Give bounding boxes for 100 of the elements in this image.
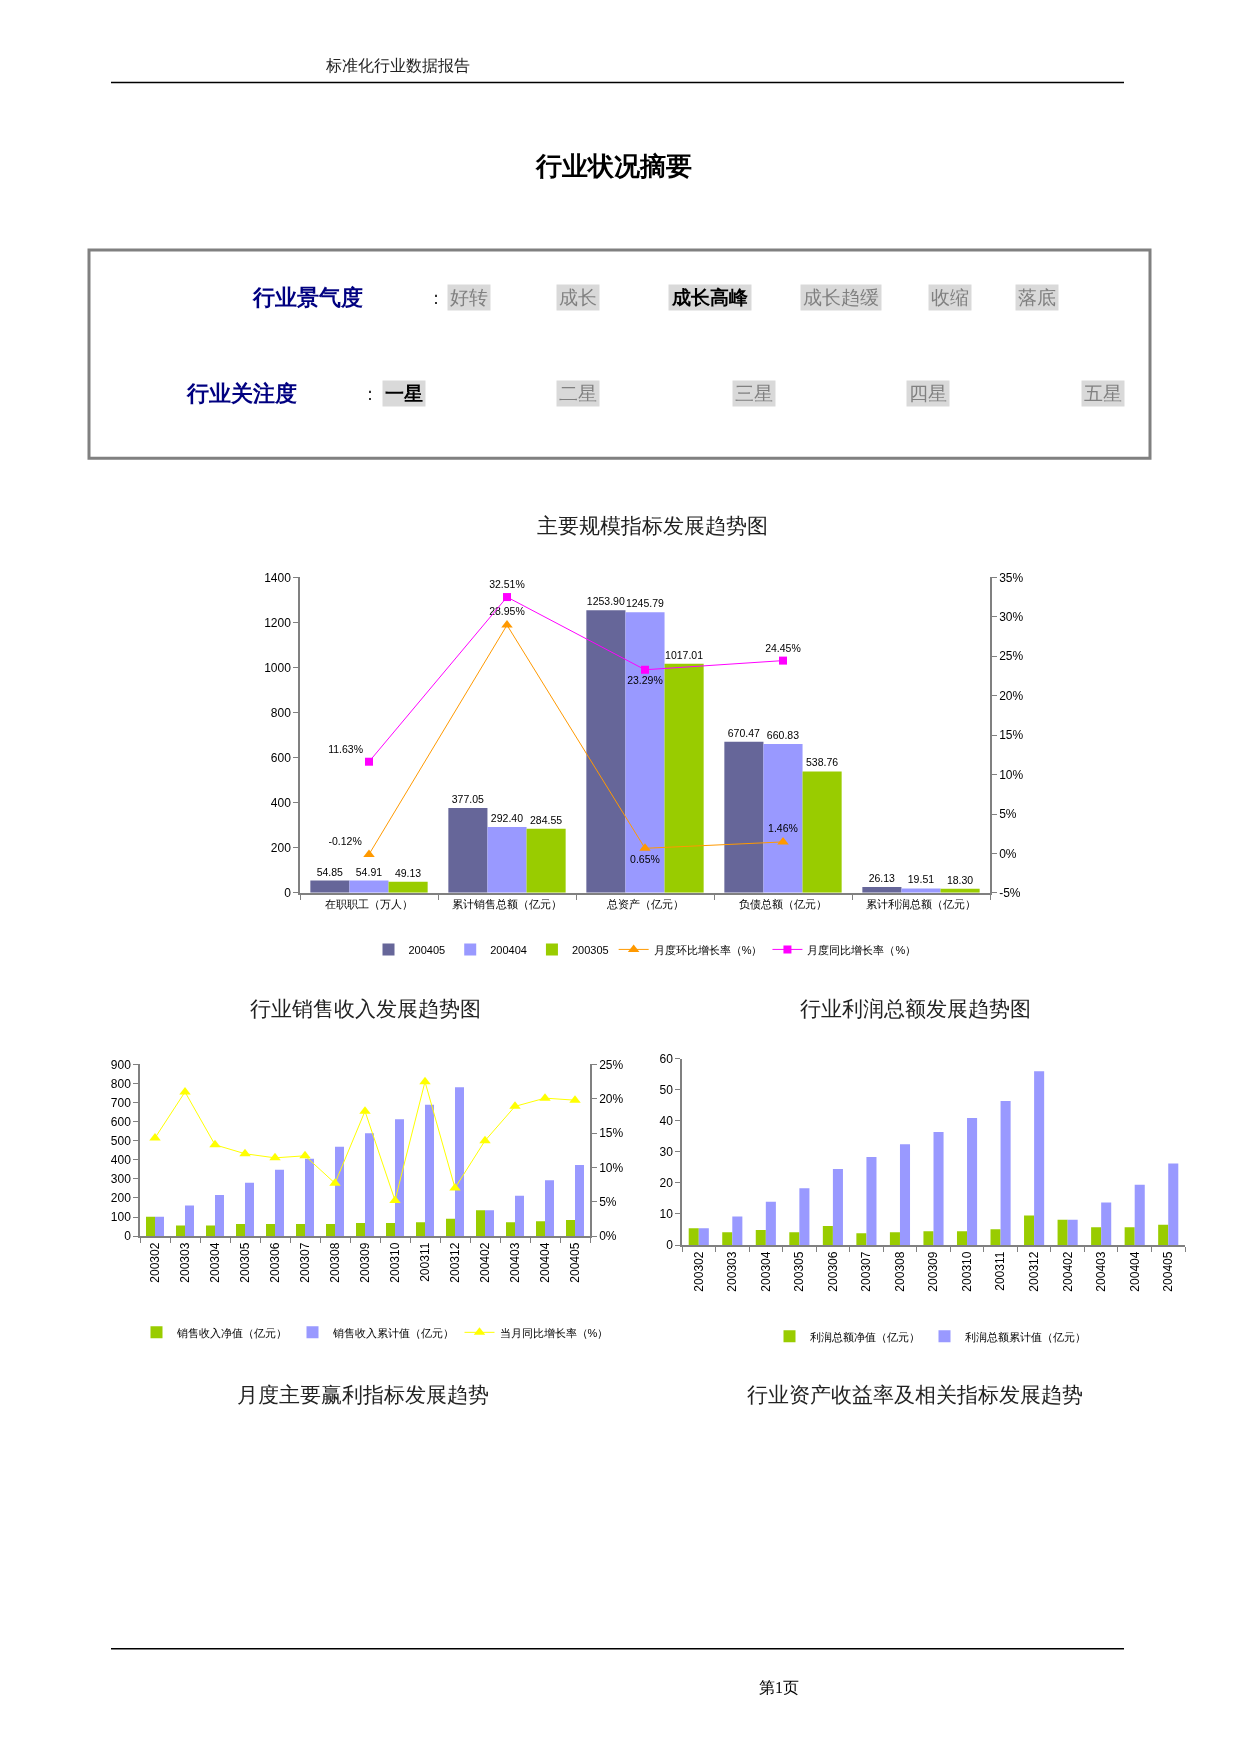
x-tick-label: 负债总额（亿元）	[739, 897, 827, 910]
data-label: 284.55	[529, 813, 563, 826]
y-tick-label: 10	[659, 1207, 674, 1222]
bar	[448, 807, 488, 893]
point	[209, 1139, 221, 1148]
y-tick-label: 200	[110, 1191, 132, 1206]
x-tick-label: 200402	[1060, 1251, 1075, 1292]
legend-label: 当月同比增长率（%）	[499, 1326, 609, 1339]
bar	[1057, 1219, 1068, 1246]
x-tick-label: 200311	[417, 1242, 432, 1282]
text: 行业状况摘要	[535, 151, 692, 181]
bar	[349, 880, 389, 893]
legend-label: 利润总额净值（亿元）	[809, 1330, 920, 1343]
bar	[923, 1231, 934, 1246]
y-tick-label: 800	[270, 705, 292, 720]
text: 落底	[1018, 287, 1056, 308]
bar	[889, 1232, 900, 1246]
data-label: 49.13	[394, 866, 422, 879]
y-tick-label: 60	[659, 1051, 674, 1066]
bar	[724, 741, 764, 893]
bar	[1168, 1163, 1179, 1246]
bar	[545, 1180, 554, 1237]
chart-title: 行业销售收入发展趋势图	[250, 997, 481, 1020]
legend-label: 200404	[490, 943, 527, 956]
x-tick-label: 200304	[207, 1242, 222, 1283]
legend-label: 月度同比增长率（%）	[807, 943, 917, 956]
x-tick-label: 累计利润总额（亿元）	[866, 897, 976, 910]
bar	[586, 610, 626, 893]
bar	[832, 1168, 843, 1246]
bar	[185, 1205, 194, 1237]
y2-tick-label: 5%	[999, 807, 1017, 822]
y-tick-label: 600	[110, 1114, 132, 1129]
bar	[388, 881, 428, 893]
text: 成长高峰	[671, 287, 749, 308]
bar	[732, 1216, 743, 1246]
y-tick-label: 0	[124, 1229, 132, 1244]
x-tick-label: 200307	[859, 1251, 874, 1292]
bar	[698, 1228, 709, 1246]
bar	[765, 1201, 776, 1246]
text: 行业景气度	[252, 285, 363, 310]
y-tick-label: 30	[659, 1144, 674, 1159]
text: ：	[427, 288, 445, 308]
bar	[722, 1232, 733, 1246]
bar	[365, 1133, 374, 1237]
x-tick-label: 200306	[267, 1242, 282, 1283]
bar	[296, 1224, 305, 1237]
bar	[275, 1169, 284, 1237]
y2-tick-label: 35%	[999, 570, 1024, 585]
y2-tick-label: -5%	[999, 886, 1021, 901]
y-tick-label: 50	[659, 1082, 674, 1097]
text: 一星	[385, 383, 423, 404]
y2-tick-label: 10%	[999, 767, 1024, 782]
point	[479, 1135, 491, 1144]
x-tick-label: 200310	[387, 1242, 402, 1283]
x-tick-label: 200309	[926, 1251, 941, 1292]
chart-title: 行业利润总额发展趋势图	[800, 997, 1031, 1020]
bar	[1000, 1101, 1011, 1246]
y-tick-label: 400	[270, 795, 292, 810]
y2-tick-label: 20%	[599, 1092, 624, 1107]
text: 三星	[735, 383, 773, 404]
bar	[206, 1225, 215, 1237]
point	[365, 757, 373, 766]
bar	[326, 1224, 335, 1237]
bar	[487, 826, 527, 893]
point	[269, 1152, 281, 1161]
text: 收缩	[931, 287, 969, 308]
x-tick-label: 200302	[147, 1242, 162, 1283]
bar	[866, 1157, 877, 1246]
x-tick-label: 200306	[825, 1251, 840, 1292]
bar	[266, 1224, 275, 1237]
bar	[356, 1222, 365, 1237]
bar	[1158, 1224, 1169, 1246]
x-tick-label: 200405	[1161, 1251, 1176, 1292]
bar	[416, 1222, 425, 1237]
y-tick-label: 40	[659, 1113, 674, 1128]
y2-tick-label: 20%	[999, 688, 1024, 703]
point	[641, 665, 649, 674]
data-label: 11.63%	[328, 743, 363, 756]
bar	[763, 743, 803, 893]
x-tick-label: 200310	[959, 1251, 974, 1292]
bar	[956, 1231, 968, 1246]
y-tick-label: 300	[110, 1172, 132, 1187]
text: 行业资产收益率及相关指标发展趋势	[747, 1383, 1083, 1406]
y-tick-label: 700	[110, 1095, 132, 1110]
data-label: 1.46%	[768, 822, 798, 835]
legend-label: 200305	[571, 943, 609, 956]
bar	[566, 1220, 575, 1237]
x-tick-label: 200402	[477, 1242, 492, 1283]
y-tick-label: 0	[666, 1238, 674, 1253]
x-tick-label: 200302	[691, 1251, 706, 1292]
text: 月度主要赢利指标发展趋势	[237, 1383, 489, 1406]
bar	[515, 1195, 524, 1237]
bar	[536, 1221, 545, 1237]
y-tick-label: 1400	[264, 570, 292, 585]
data-label: 292.40	[490, 811, 524, 824]
bar	[1124, 1227, 1135, 1246]
x-tick-label: 在职职工（万人）	[325, 897, 413, 910]
x-tick-label: 200305	[237, 1242, 252, 1283]
bar	[176, 1225, 185, 1237]
bar	[386, 1222, 395, 1237]
